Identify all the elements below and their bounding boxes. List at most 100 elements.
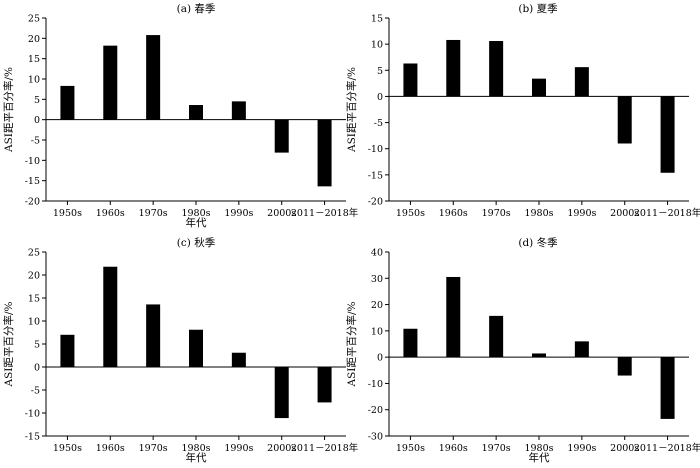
- bar-1950s: [403, 328, 418, 358]
- x-tick-label: 1970s: [139, 443, 168, 454]
- bar-2011－2018年: [317, 367, 332, 403]
- y-tick-label: -5: [374, 118, 383, 129]
- x-tick-label: 1960s: [96, 208, 125, 219]
- bar-1950s: [60, 85, 75, 120]
- x-tick-label: 2000s: [610, 208, 639, 219]
- y-tick-label: 15: [28, 54, 40, 65]
- y-tick-label: -15: [25, 432, 40, 443]
- y-tick-label: 20: [28, 34, 40, 45]
- bar-2011－2018年: [660, 96, 675, 173]
- x-tick-label: 1970s: [482, 443, 511, 454]
- x-tick-label: 1960s: [439, 208, 468, 219]
- y-tick-label: 20: [371, 300, 383, 311]
- x-tick-label: 1950s: [53, 208, 82, 219]
- y-axis-title: ASI距平百分率/%: [345, 67, 358, 153]
- y-tick-label: -15: [25, 176, 40, 187]
- y-tick-label: -5: [31, 136, 40, 147]
- x-tick-label: 1980s: [524, 208, 553, 219]
- y-tick-label: -20: [368, 405, 383, 416]
- x-tick-label: 1950s: [396, 443, 425, 454]
- y-axis-title: ASI距平百分率/%: [345, 302, 358, 388]
- bar-1970s: [146, 304, 161, 367]
- y-tick-label: 25: [28, 14, 40, 25]
- x-tick-label: 2011－2018年: [291, 207, 359, 219]
- bar-1960s: [103, 45, 118, 120]
- bar-2000s: [274, 367, 289, 419]
- y-tick-label: -20: [368, 197, 383, 208]
- y-tick-label: 25: [28, 248, 40, 259]
- y-tick-label: -10: [368, 379, 383, 390]
- y-tick-label: 5: [34, 340, 40, 351]
- bar-1950s: [403, 63, 418, 97]
- x-tick-label: 1990s: [224, 443, 253, 454]
- chart-title: (b) 夏季: [518, 3, 558, 15]
- bar-1990s: [231, 101, 246, 120]
- y-tick-label: 0: [34, 363, 40, 374]
- bar-1980s: [532, 353, 546, 358]
- y-tick-label: 20: [28, 271, 40, 282]
- x-tick-label: 2000s: [610, 443, 639, 454]
- bar-1950s: [60, 334, 75, 367]
- y-tick-label: -10: [368, 144, 383, 155]
- x-axis-title: 年代: [186, 451, 207, 464]
- bar-1980s: [189, 105, 203, 120]
- x-tick-label: 2000s: [267, 443, 296, 454]
- x-tick-label: 1950s: [396, 208, 425, 219]
- y-tick-label: 40: [371, 248, 383, 259]
- y-tick-label: 0: [34, 115, 40, 126]
- x-tick-label: 2000s: [267, 208, 296, 219]
- bar-1990s: [574, 67, 589, 97]
- chart-title: (d) 冬季: [518, 236, 558, 249]
- x-tick-label: 1980s: [181, 443, 210, 454]
- chart-title: (a) 春季: [177, 3, 216, 15]
- y-tick-label: 15: [28, 294, 40, 305]
- x-axis-title: 年代: [186, 216, 207, 229]
- chart-title: (c) 秋季: [177, 236, 216, 249]
- x-tick-label: 1990s: [224, 208, 253, 219]
- x-tick-label: 1970s: [139, 208, 168, 219]
- y-tick-label: 0: [377, 353, 383, 364]
- x-tick-label: 1990s: [567, 208, 596, 219]
- bar-2000s: [617, 357, 632, 376]
- bar-1970s: [489, 41, 504, 97]
- x-tick-label: 1960s: [96, 443, 125, 454]
- bar-1990s: [231, 352, 246, 367]
- y-tick-label: 0: [377, 92, 383, 103]
- y-tick-label: 10: [371, 40, 383, 51]
- bar-1960s: [103, 266, 118, 367]
- y-tick-label: 5: [377, 66, 383, 77]
- y-tick-label: -15: [368, 170, 383, 181]
- y-tick-label: 10: [28, 317, 40, 328]
- bar-2000s: [274, 119, 289, 153]
- bar-1960s: [446, 276, 461, 358]
- y-tick-label: 5: [34, 95, 40, 106]
- bar-1960s: [446, 39, 461, 97]
- y-tick-label: -10: [25, 156, 40, 167]
- bar-1980s: [189, 329, 203, 367]
- y-tick-label: 10: [28, 75, 40, 86]
- x-tick-label: 2011－2018年: [634, 207, 700, 219]
- y-tick-label: -10: [25, 409, 40, 420]
- x-tick-label: 1980s: [524, 443, 553, 454]
- y-tick-label: -5: [31, 386, 40, 397]
- x-tick-label: 1990s: [567, 443, 596, 454]
- y-tick-label: 30: [371, 274, 383, 285]
- x-tick-label: 1970s: [482, 208, 511, 219]
- bar-1970s: [489, 315, 504, 358]
- x-axis-title: 年代: [529, 451, 550, 464]
- y-tick-label: 10: [371, 326, 383, 337]
- x-tick-label: 1950s: [53, 443, 82, 454]
- bar-2000s: [617, 96, 632, 144]
- y-axis-title: ASI距平百分率/%: [2, 302, 15, 388]
- bar-2011－2018年: [660, 357, 675, 419]
- bar-1990s: [574, 341, 589, 358]
- bar-1980s: [532, 78, 546, 97]
- x-tick-label: 2011－2018年: [291, 442, 359, 454]
- y-axis-title: ASI距平百分率/%: [2, 67, 15, 153]
- x-tick-label: 2011－2018年: [634, 442, 700, 454]
- x-tick-label: 1980s: [181, 208, 210, 219]
- bar-2011－2018年: [317, 119, 332, 187]
- y-tick-label: -20: [25, 197, 40, 208]
